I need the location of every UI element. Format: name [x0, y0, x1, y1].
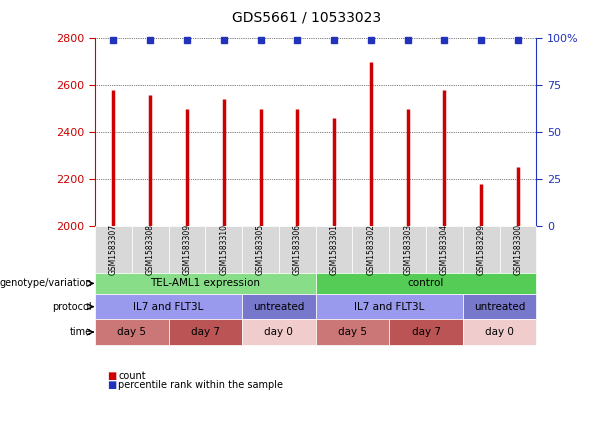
- Text: GSM1583308: GSM1583308: [146, 224, 154, 275]
- Text: GSM1583307: GSM1583307: [109, 224, 118, 275]
- Text: count: count: [118, 371, 146, 381]
- Text: protocol: protocol: [52, 302, 92, 312]
- Text: IL7 and FLT3L: IL7 and FLT3L: [354, 302, 424, 312]
- Text: GSM1583303: GSM1583303: [403, 224, 412, 275]
- Text: GSM1583305: GSM1583305: [256, 224, 265, 275]
- Text: day 7: day 7: [411, 327, 441, 337]
- Text: day 0: day 0: [264, 327, 294, 337]
- Text: GSM1583302: GSM1583302: [367, 224, 375, 275]
- Text: GSM1583310: GSM1583310: [219, 224, 228, 275]
- Text: genotype/variation: genotype/variation: [0, 278, 92, 288]
- Text: ■: ■: [107, 380, 116, 390]
- Text: GDS5661 / 10533023: GDS5661 / 10533023: [232, 11, 381, 25]
- Text: day 0: day 0: [485, 327, 514, 337]
- Text: untreated: untreated: [253, 302, 305, 312]
- Text: GSM1583304: GSM1583304: [440, 224, 449, 275]
- Text: control: control: [408, 278, 444, 288]
- Text: GSM1583309: GSM1583309: [183, 224, 191, 275]
- Text: day 5: day 5: [338, 327, 367, 337]
- Text: GSM1583306: GSM1583306: [293, 224, 302, 275]
- Text: GSM1583301: GSM1583301: [330, 224, 338, 275]
- Text: day 5: day 5: [117, 327, 147, 337]
- Text: GSM1583299: GSM1583299: [477, 224, 485, 275]
- Text: percentile rank within the sample: percentile rank within the sample: [118, 380, 283, 390]
- Text: day 7: day 7: [191, 327, 220, 337]
- Text: ■: ■: [107, 371, 116, 381]
- Text: TEL-AML1 expression: TEL-AML1 expression: [150, 278, 261, 288]
- Text: untreated: untreated: [474, 302, 525, 312]
- Text: GSM1583300: GSM1583300: [514, 224, 522, 275]
- Text: time: time: [70, 327, 92, 337]
- Text: IL7 and FLT3L: IL7 and FLT3L: [134, 302, 204, 312]
